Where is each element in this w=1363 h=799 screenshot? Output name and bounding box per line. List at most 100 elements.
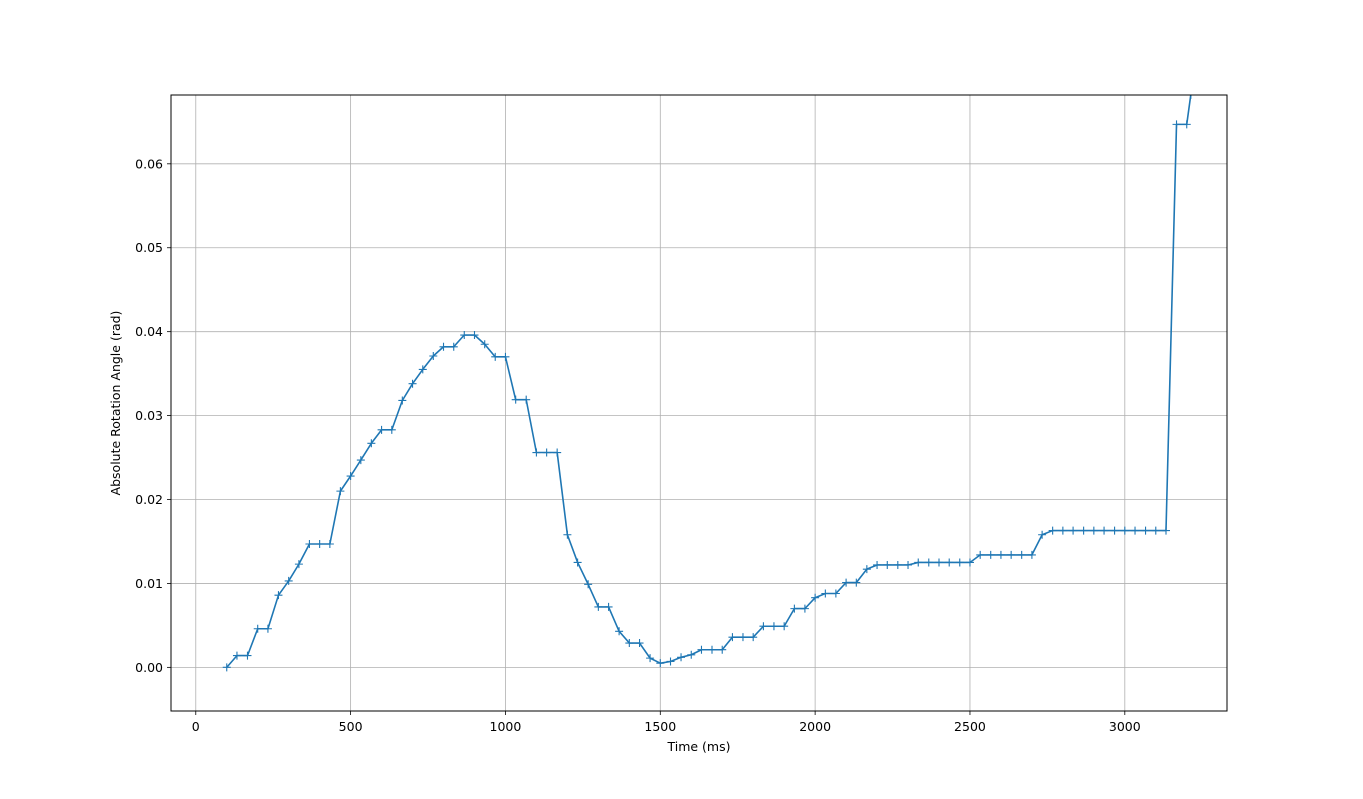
data-point-marker xyxy=(315,539,324,548)
data-point-marker xyxy=(1027,550,1036,559)
data-point-marker xyxy=(346,472,355,481)
x-axis-label: Time (ms) xyxy=(666,739,730,754)
data-point-marker xyxy=(697,645,706,654)
data-point-marker xyxy=(398,396,407,405)
data-point-marker xyxy=(625,639,634,648)
data-point-marker xyxy=(842,578,851,587)
data-point-marker xyxy=(377,425,386,434)
data-point-marker xyxy=(604,602,613,611)
x-axis: 0 500 1000 1500 2000 2500 3000 xyxy=(192,711,1141,734)
data-point-marker xyxy=(924,558,933,567)
data-point-marker xyxy=(1079,526,1088,535)
data-point-marker xyxy=(852,578,861,587)
x-tick-label: 0 xyxy=(192,719,200,734)
x-tick-label: 2500 xyxy=(954,719,986,734)
data-point-marker xyxy=(1151,526,1160,535)
y-tick-label: 0.06 xyxy=(135,156,163,171)
data-point-marker xyxy=(862,565,871,574)
data-point-marker xyxy=(367,439,376,448)
data-point-marker xyxy=(418,365,427,374)
data-point-marker xyxy=(305,539,314,548)
data-point-marker xyxy=(996,550,1005,559)
plot-frame xyxy=(170,94,1228,712)
data-point-marker xyxy=(759,622,768,631)
data-point-marker xyxy=(594,602,603,611)
data-point-marker xyxy=(253,624,262,633)
data-point-marker xyxy=(893,560,902,569)
data-point-marker xyxy=(615,627,624,636)
data-point-marker xyxy=(749,633,758,642)
y-tick-label: 0.00 xyxy=(135,660,163,675)
data-point-marker xyxy=(1017,550,1026,559)
data-point-marker xyxy=(780,622,789,631)
data-point-marker xyxy=(914,558,923,567)
data-point-marker xyxy=(460,331,469,340)
data-point-marker xyxy=(738,633,747,642)
data-point-marker xyxy=(356,456,365,465)
series-layer xyxy=(222,95,1195,672)
x-tick-label: 1500 xyxy=(644,719,676,734)
data-point-marker xyxy=(491,352,500,361)
data-point-marker xyxy=(1100,526,1109,535)
data-point-marker xyxy=(501,352,510,361)
y-tick-label: 0.01 xyxy=(135,576,163,591)
y-tick-label: 0.02 xyxy=(135,492,163,507)
data-point-marker xyxy=(1161,526,1170,535)
data-point-marker xyxy=(1172,120,1181,129)
data-point-marker xyxy=(790,604,799,613)
data-point-marker xyxy=(1007,550,1016,559)
data-point-marker xyxy=(336,487,345,496)
data-point-marker xyxy=(1131,526,1140,535)
data-point-marker xyxy=(1141,526,1150,535)
data-point-marker xyxy=(294,560,303,569)
data-point-marker xyxy=(542,448,551,457)
data-point-marker xyxy=(955,558,964,567)
data-point-marker xyxy=(935,558,943,567)
data-point-marker xyxy=(800,604,809,613)
data-point-marker xyxy=(1058,526,1067,535)
data-point-marker xyxy=(439,342,448,351)
data-point-marker xyxy=(646,654,655,663)
data-point-marker xyxy=(687,650,696,659)
data-point-marker xyxy=(429,352,438,361)
data-point-marker xyxy=(708,645,717,654)
data-point-marker xyxy=(522,395,531,404)
data-point-marker xyxy=(1182,120,1191,129)
data-point-marker xyxy=(553,448,562,457)
data-point-marker xyxy=(769,622,778,631)
data-point-marker xyxy=(1069,526,1078,535)
data-point-marker xyxy=(976,550,985,559)
data-point-marker xyxy=(811,593,820,602)
data-point-marker xyxy=(408,379,417,388)
data-point-marker xyxy=(573,558,582,567)
data-point-marker xyxy=(728,633,737,642)
data-point-marker xyxy=(1038,530,1047,539)
data-point-marker xyxy=(325,539,334,548)
data-point-marker xyxy=(1186,95,1195,99)
data-point-marker xyxy=(563,530,572,539)
data-point-marker xyxy=(449,342,458,351)
data-point-marker xyxy=(263,624,272,633)
data-point-marker xyxy=(656,659,665,668)
data-point-marker xyxy=(480,340,489,349)
y-axis-label: Absolute Rotation Angle (rad) xyxy=(108,311,123,496)
data-point-marker xyxy=(1110,526,1119,535)
data-point-marker xyxy=(470,331,479,340)
data-point-marker xyxy=(1048,526,1057,535)
grid xyxy=(171,95,1227,711)
data-point-marker xyxy=(831,589,840,598)
data-point-marker xyxy=(965,558,974,567)
data-point-marker xyxy=(1120,526,1129,535)
x-tick-label: 3000 xyxy=(1109,719,1141,734)
x-tick-label: 1000 xyxy=(490,719,522,734)
y-axis: 0.00 0.01 0.02 0.03 0.04 0.05 0.06 xyxy=(135,156,171,675)
data-point-marker xyxy=(387,425,396,434)
data-point-marker xyxy=(1089,526,1098,535)
y-tick-label: 0.05 xyxy=(135,240,163,255)
data-point-marker xyxy=(635,639,644,648)
data-point-marker xyxy=(945,558,954,567)
data-point-marker xyxy=(904,560,913,569)
data-point-marker xyxy=(584,580,593,589)
data-point-marker xyxy=(532,448,541,457)
